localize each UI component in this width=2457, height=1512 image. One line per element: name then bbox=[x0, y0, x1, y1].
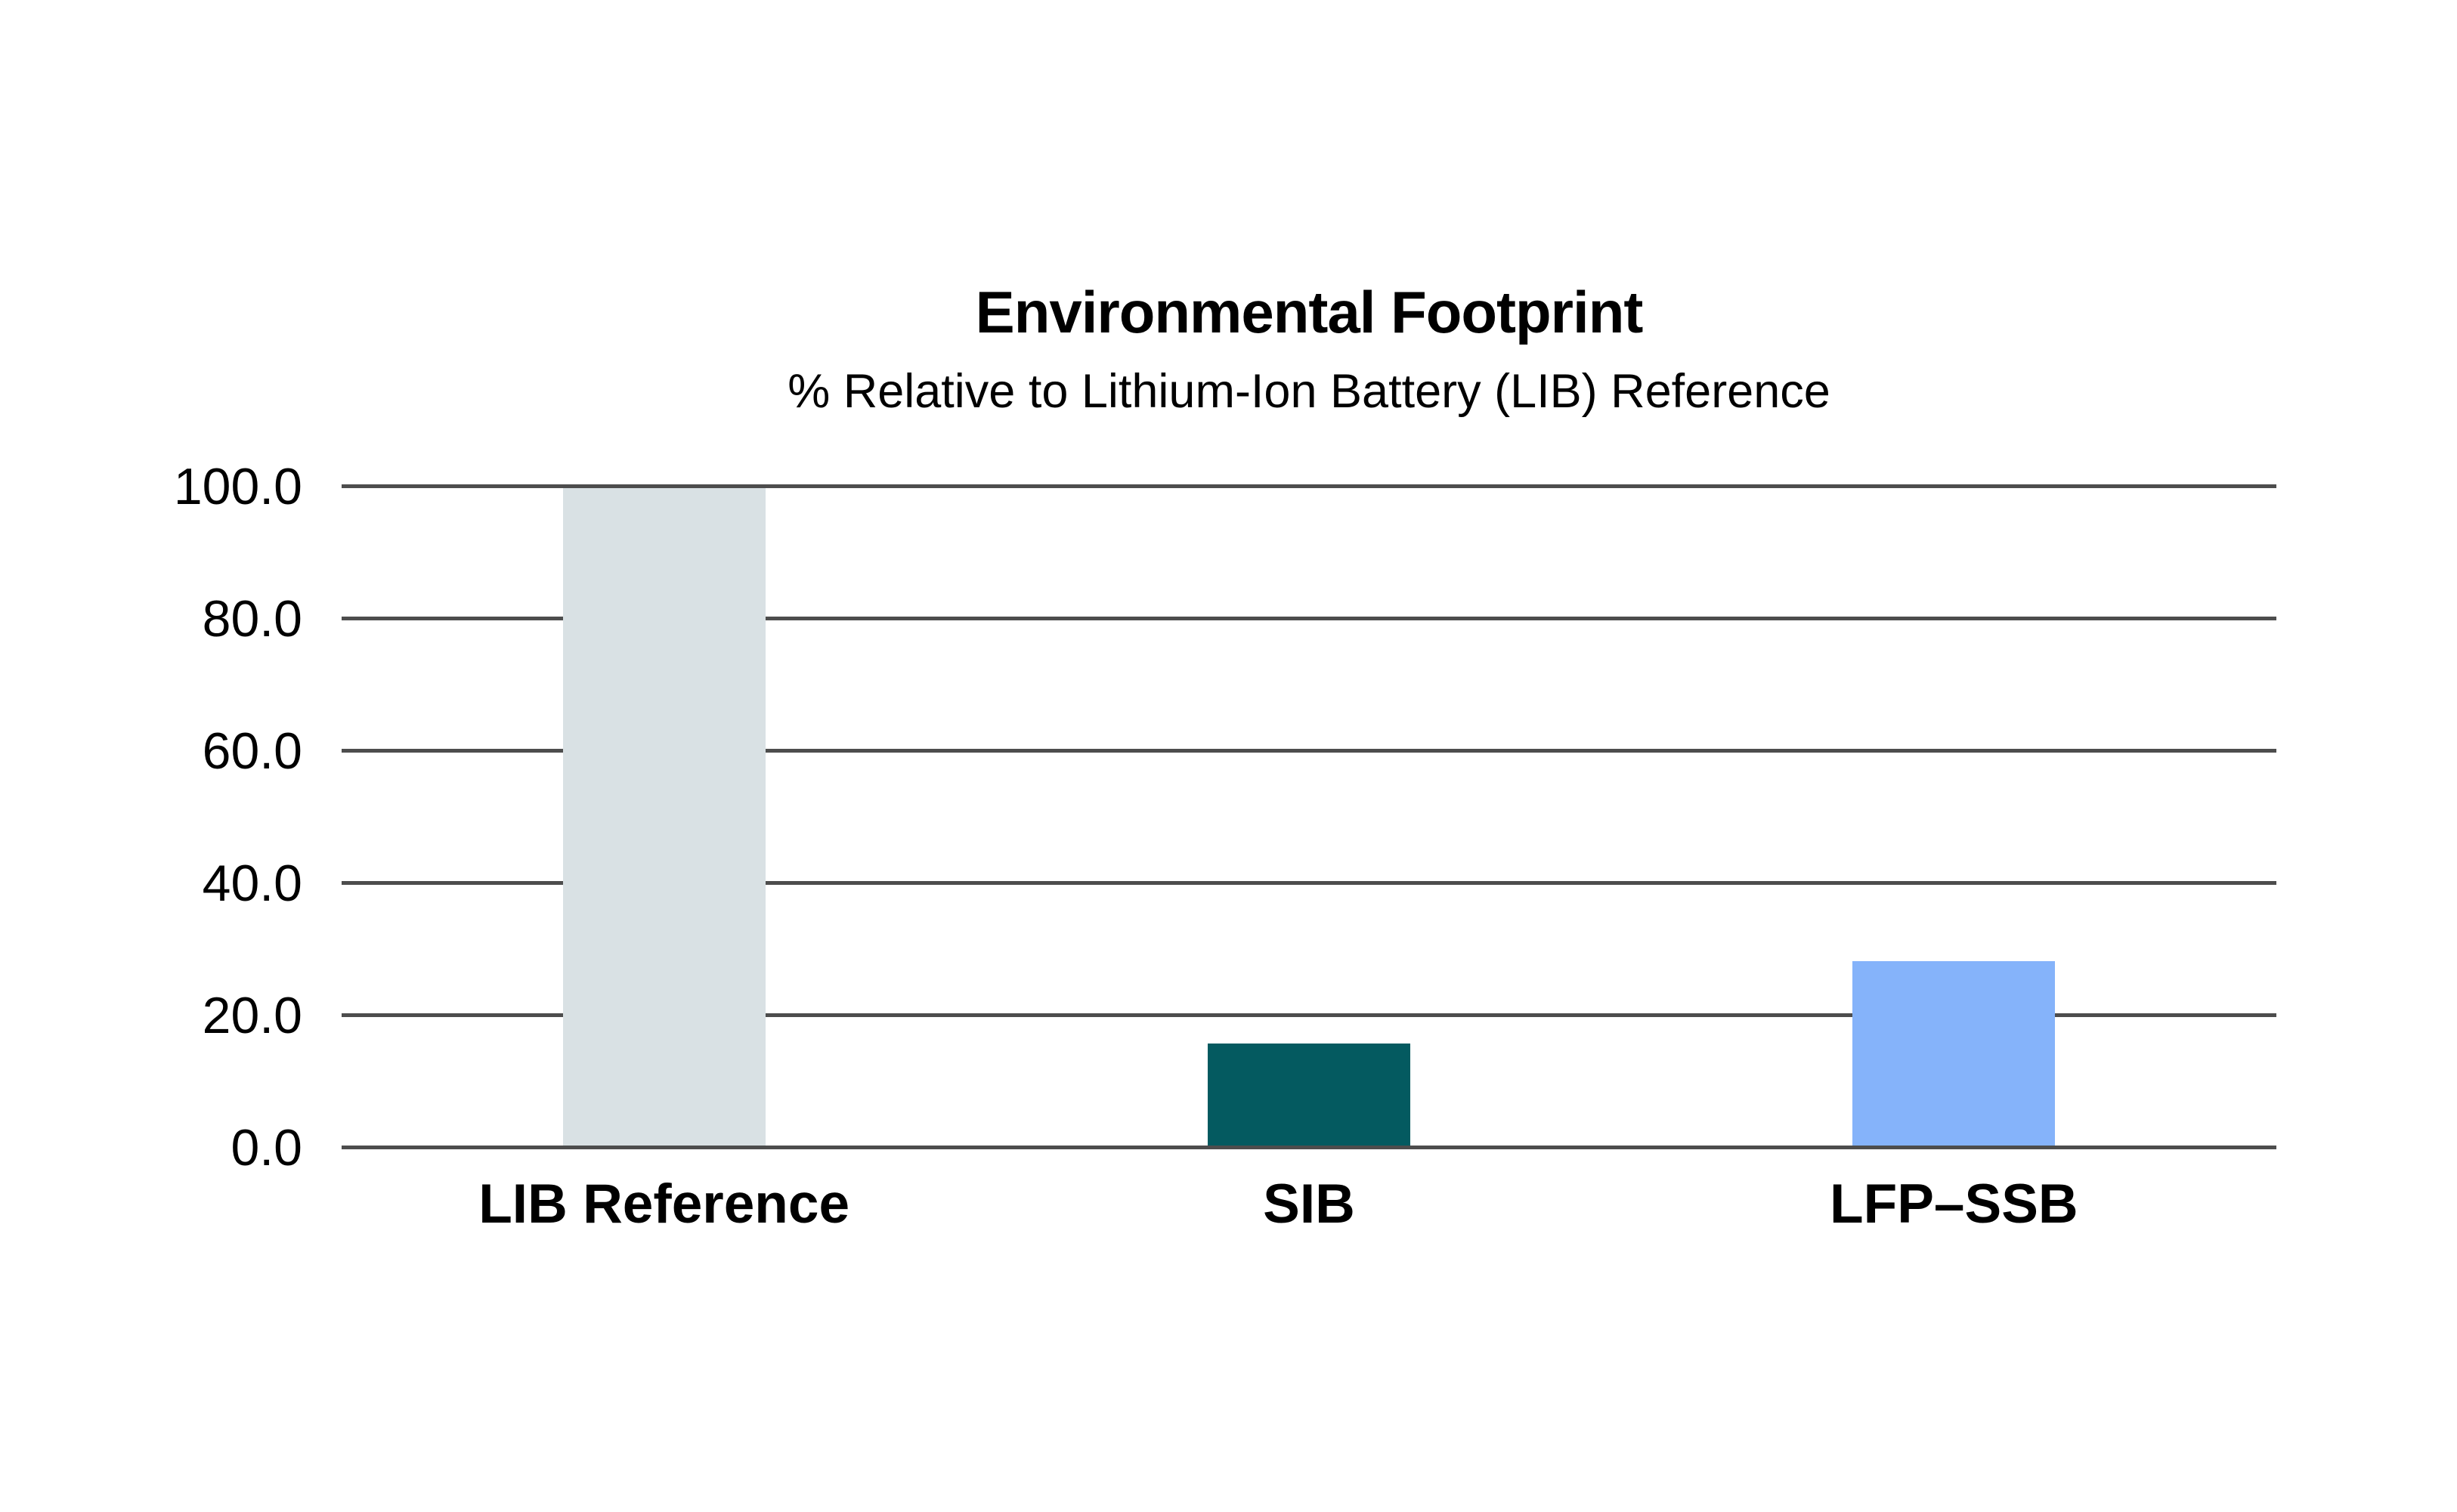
bar-lfp-ssb bbox=[1852, 961, 2056, 1146]
gridline-40.0 bbox=[342, 881, 2276, 885]
y-tick-label: 20.0 bbox=[202, 986, 302, 1044]
x-category-label-lib-reference: LIB Reference bbox=[478, 1173, 850, 1235]
gridline-0.0 bbox=[342, 1146, 2276, 1149]
y-tick-label: 80.0 bbox=[202, 589, 302, 648]
chart-subtitle: % Relative to Lithium-Ion Battery (LIB) … bbox=[788, 365, 1830, 418]
gridline-20.0 bbox=[342, 1013, 2276, 1017]
x-category-label-sib: SIB bbox=[1263, 1173, 1355, 1235]
gridline-100.0 bbox=[342, 484, 2276, 488]
bar-lib-reference bbox=[562, 488, 766, 1146]
x-category-label-lfp-ssb: LFP–SSB bbox=[1830, 1173, 2078, 1235]
gridline-60.0 bbox=[342, 749, 2276, 753]
y-tick-label: 0.0 bbox=[231, 1118, 302, 1177]
y-tick-label: 40.0 bbox=[202, 854, 302, 912]
plot-area bbox=[342, 484, 2276, 1149]
chart-title: Environmental Footprint bbox=[975, 279, 1644, 345]
bar-sib bbox=[1208, 1044, 1410, 1146]
y-tick-label: 100.0 bbox=[173, 457, 302, 515]
y-tick-label: 60.0 bbox=[202, 722, 302, 780]
gridline-80.0 bbox=[342, 617, 2276, 620]
